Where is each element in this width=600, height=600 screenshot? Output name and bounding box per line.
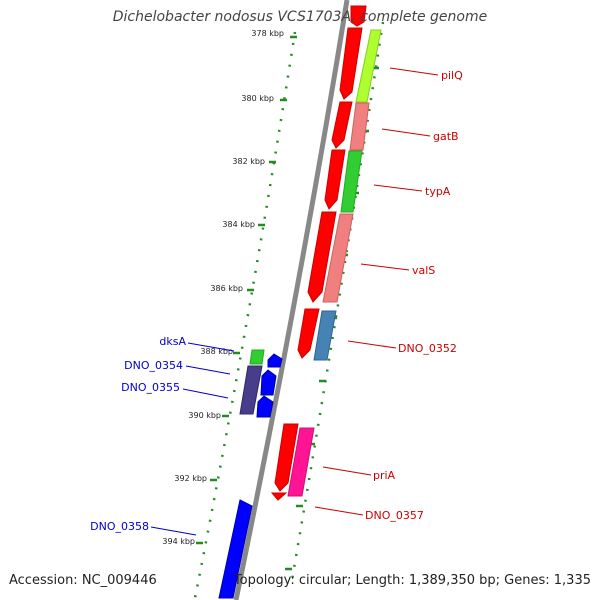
gene-bar: [239, 365, 263, 415]
cds-arrow: [331, 101, 353, 149]
gene-bar: [322, 213, 354, 303]
gene-label-dno-0355: DNO_0355: [121, 381, 180, 394]
genome-summary: Topology: circular; Length: 1,389,350 bp…: [233, 573, 591, 588]
outer-ruler-guide: [290, 21, 385, 581]
gene-bar: [355, 29, 382, 103]
accession-text: Accession: NC_009446: [9, 573, 157, 588]
cds-arrow: [274, 423, 299, 492]
forward-labels: pilQ gatB typA valS DNO_0352 priA DNO_03…: [365, 69, 463, 522]
ruler-guides: [193, 21, 385, 599]
cds-arrow: [307, 211, 337, 303]
gene-bar: [218, 499, 253, 599]
reverse-cds-track: [256, 353, 283, 418]
gene-label-dno-0357: DNO_0357: [365, 509, 424, 522]
reverse-leaders: [150, 342, 235, 536]
cds-arrow: [339, 27, 363, 100]
tick-label: 394 kbp: [162, 537, 195, 546]
cds-arrow: [297, 308, 320, 359]
tick-marks: [196, 35, 379, 571]
gene-bar: [340, 150, 363, 213]
gene-bar: [313, 310, 337, 361]
cds-arrow: [256, 395, 274, 418]
gene-label-gatb: gatB: [433, 130, 459, 143]
cds-arrow: [260, 369, 277, 396]
cds-arrow: [270, 492, 288, 501]
cds-arrow: [267, 353, 283, 368]
gene-label-pria: priA: [373, 469, 396, 482]
tick-label: 390 kbp: [188, 411, 221, 420]
tick-label: 388 kbp: [200, 347, 233, 356]
tick-label: 386 kbp: [210, 284, 243, 293]
reverse-gene-track: [218, 349, 265, 599]
forward-leaders: [314, 67, 439, 516]
gene-label-dno-0352: DNO_0352: [398, 342, 457, 355]
tick-label: 384 kbp: [222, 220, 255, 229]
genome-backbone: [233, 0, 350, 600]
map-title: Dichelobacter nodosus VCS1703A, complete…: [112, 9, 488, 25]
gene-bar: [349, 102, 370, 151]
reverse-labels: dksA DNO_0354 DNO_0355 DNO_0358: [90, 335, 186, 533]
tick-label: 382 kbp: [232, 157, 265, 166]
tick-label: 392 kbp: [174, 474, 207, 483]
gene-label-typa: typA: [425, 185, 451, 198]
gene-label-dno-0358: DNO_0358: [90, 520, 149, 533]
tick-label: 378 kbp: [251, 29, 284, 38]
cds-arrow: [324, 149, 346, 210]
gene-label-vals: valS: [412, 264, 435, 277]
tick-label: 380 kbp: [241, 94, 274, 103]
tick-labels: 378 kbp 380 kbp 382 kbp 384 kbp 386 kbp …: [162, 29, 284, 546]
cds-arrow: [350, 5, 367, 27]
gene-label-dno-0354: DNO_0354: [124, 359, 183, 372]
gene-label-dksa: dksA: [159, 335, 186, 348]
forward-cds-track: [270, 5, 367, 501]
gene-bar: [287, 427, 315, 497]
gene-label-piiq: pilQ: [441, 69, 463, 82]
inner-ruler-guide: [193, 31, 297, 599]
forward-gene-track: [287, 29, 382, 497]
gene-bar: [249, 349, 265, 365]
